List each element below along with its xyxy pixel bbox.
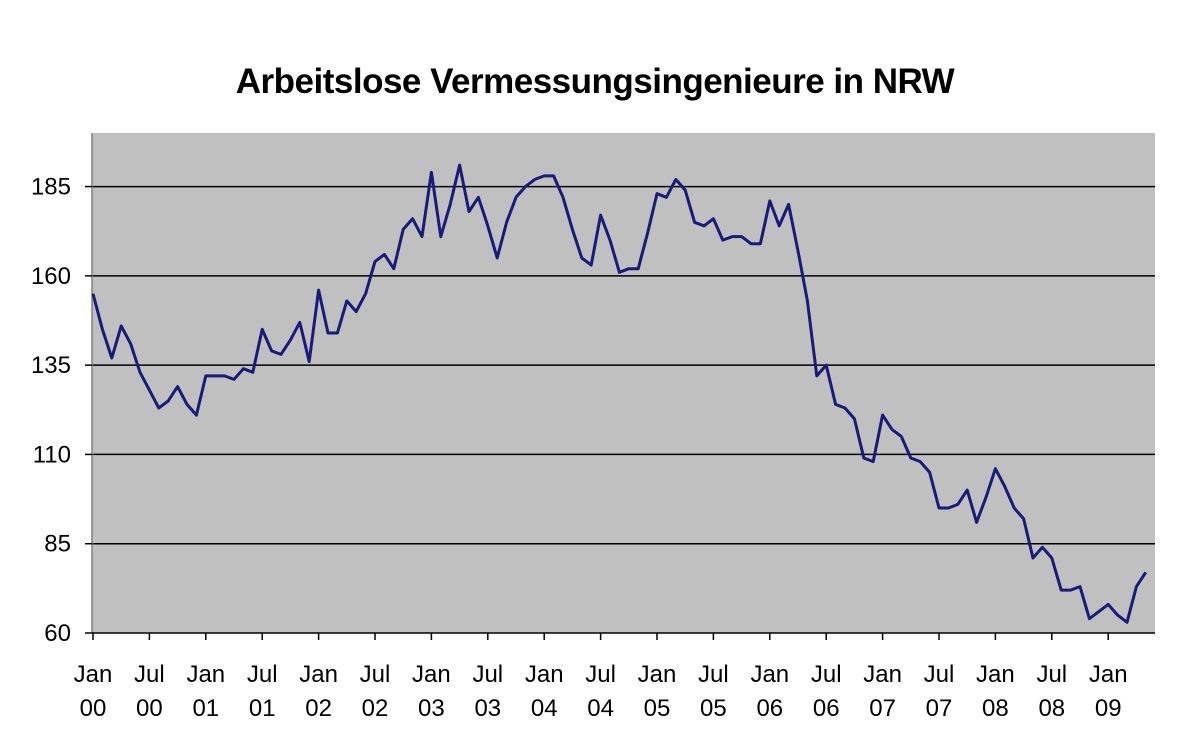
x-tick-label-year: 07 bbox=[926, 695, 953, 722]
x-tick-label-year: 04 bbox=[531, 695, 558, 722]
y-tick-label: 60 bbox=[44, 620, 71, 647]
y-tick-label: 110 bbox=[33, 441, 71, 468]
x-tick-label-year: 08 bbox=[1038, 695, 1065, 722]
x-tick-label-year: 01 bbox=[249, 695, 276, 722]
x-tick-label-month: Jul bbox=[247, 661, 278, 688]
x-tick-label-month: Jul bbox=[585, 661, 616, 688]
x-tick-label-year: 02 bbox=[362, 695, 389, 722]
x-tick-label-month: Jan bbox=[750, 661, 789, 688]
x-tick-label-month: Jul bbox=[472, 661, 503, 688]
x-tick-label-year: 06 bbox=[756, 695, 783, 722]
x-tick-label-year: 01 bbox=[192, 695, 219, 722]
x-axis-ticks: Jan 00 Jul 00 Jan 01 Jul 01 Jan 02 Jul 02 Jan 03 Jul 03… bbox=[74, 633, 1128, 722]
y-axis-ticks: 60 85 110 135 160 185 bbox=[31, 174, 92, 647]
y-tick-label: 160 bbox=[31, 263, 71, 290]
x-tick-label-month: Jan bbox=[186, 661, 225, 688]
x-tick-label-month: Jul bbox=[924, 661, 955, 688]
x-tick-label-month: Jul bbox=[360, 661, 391, 688]
chart-title: Arbeitslose Vermessungsingenieure in NRW bbox=[235, 62, 955, 101]
x-tick-label-year: 03 bbox=[418, 695, 445, 722]
x-tick-label-month: Jul bbox=[134, 661, 165, 688]
x-tick-label-year: 02 bbox=[305, 695, 332, 722]
x-tick-label-year: 04 bbox=[587, 695, 614, 722]
x-tick-label-year: 00 bbox=[136, 695, 163, 722]
x-tick-label-month: Jan bbox=[1089, 661, 1128, 688]
x-tick-label-month: Jan bbox=[863, 661, 902, 688]
x-tick-label-year: 06 bbox=[813, 695, 840, 722]
x-tick-label-month: Jul bbox=[698, 661, 729, 688]
y-tick-label: 135 bbox=[31, 352, 71, 379]
x-tick-label-month: Jul bbox=[1036, 661, 1067, 688]
x-tick-label-month: Jul bbox=[811, 661, 842, 688]
x-tick-label-month: Jan bbox=[976, 661, 1015, 688]
x-tick-label-year: 09 bbox=[1095, 695, 1122, 722]
x-tick-label-year: 00 bbox=[80, 695, 107, 722]
plot-area bbox=[92, 133, 1155, 633]
axes bbox=[91, 133, 1155, 634]
y-tick-label: 85 bbox=[44, 531, 71, 558]
x-tick-label-month: Jan bbox=[525, 661, 564, 688]
x-tick-label-month: Jan bbox=[299, 661, 338, 688]
x-tick-label-year: 05 bbox=[644, 695, 671, 722]
x-tick-label-month: Jan bbox=[638, 661, 677, 688]
x-tick-label-year: 03 bbox=[474, 695, 501, 722]
x-tick-label-month: Jan bbox=[74, 661, 113, 688]
y-tick-label: 185 bbox=[31, 174, 71, 201]
series-layer bbox=[91, 163, 1148, 624]
series-line bbox=[91, 163, 1148, 624]
gridlines bbox=[92, 185, 1155, 545]
x-tick-label-year: 05 bbox=[700, 695, 727, 722]
x-tick-label-month: Jan bbox=[412, 661, 451, 688]
x-tick-label-year: 08 bbox=[982, 695, 1009, 722]
x-tick-label-year: 07 bbox=[869, 695, 896, 722]
